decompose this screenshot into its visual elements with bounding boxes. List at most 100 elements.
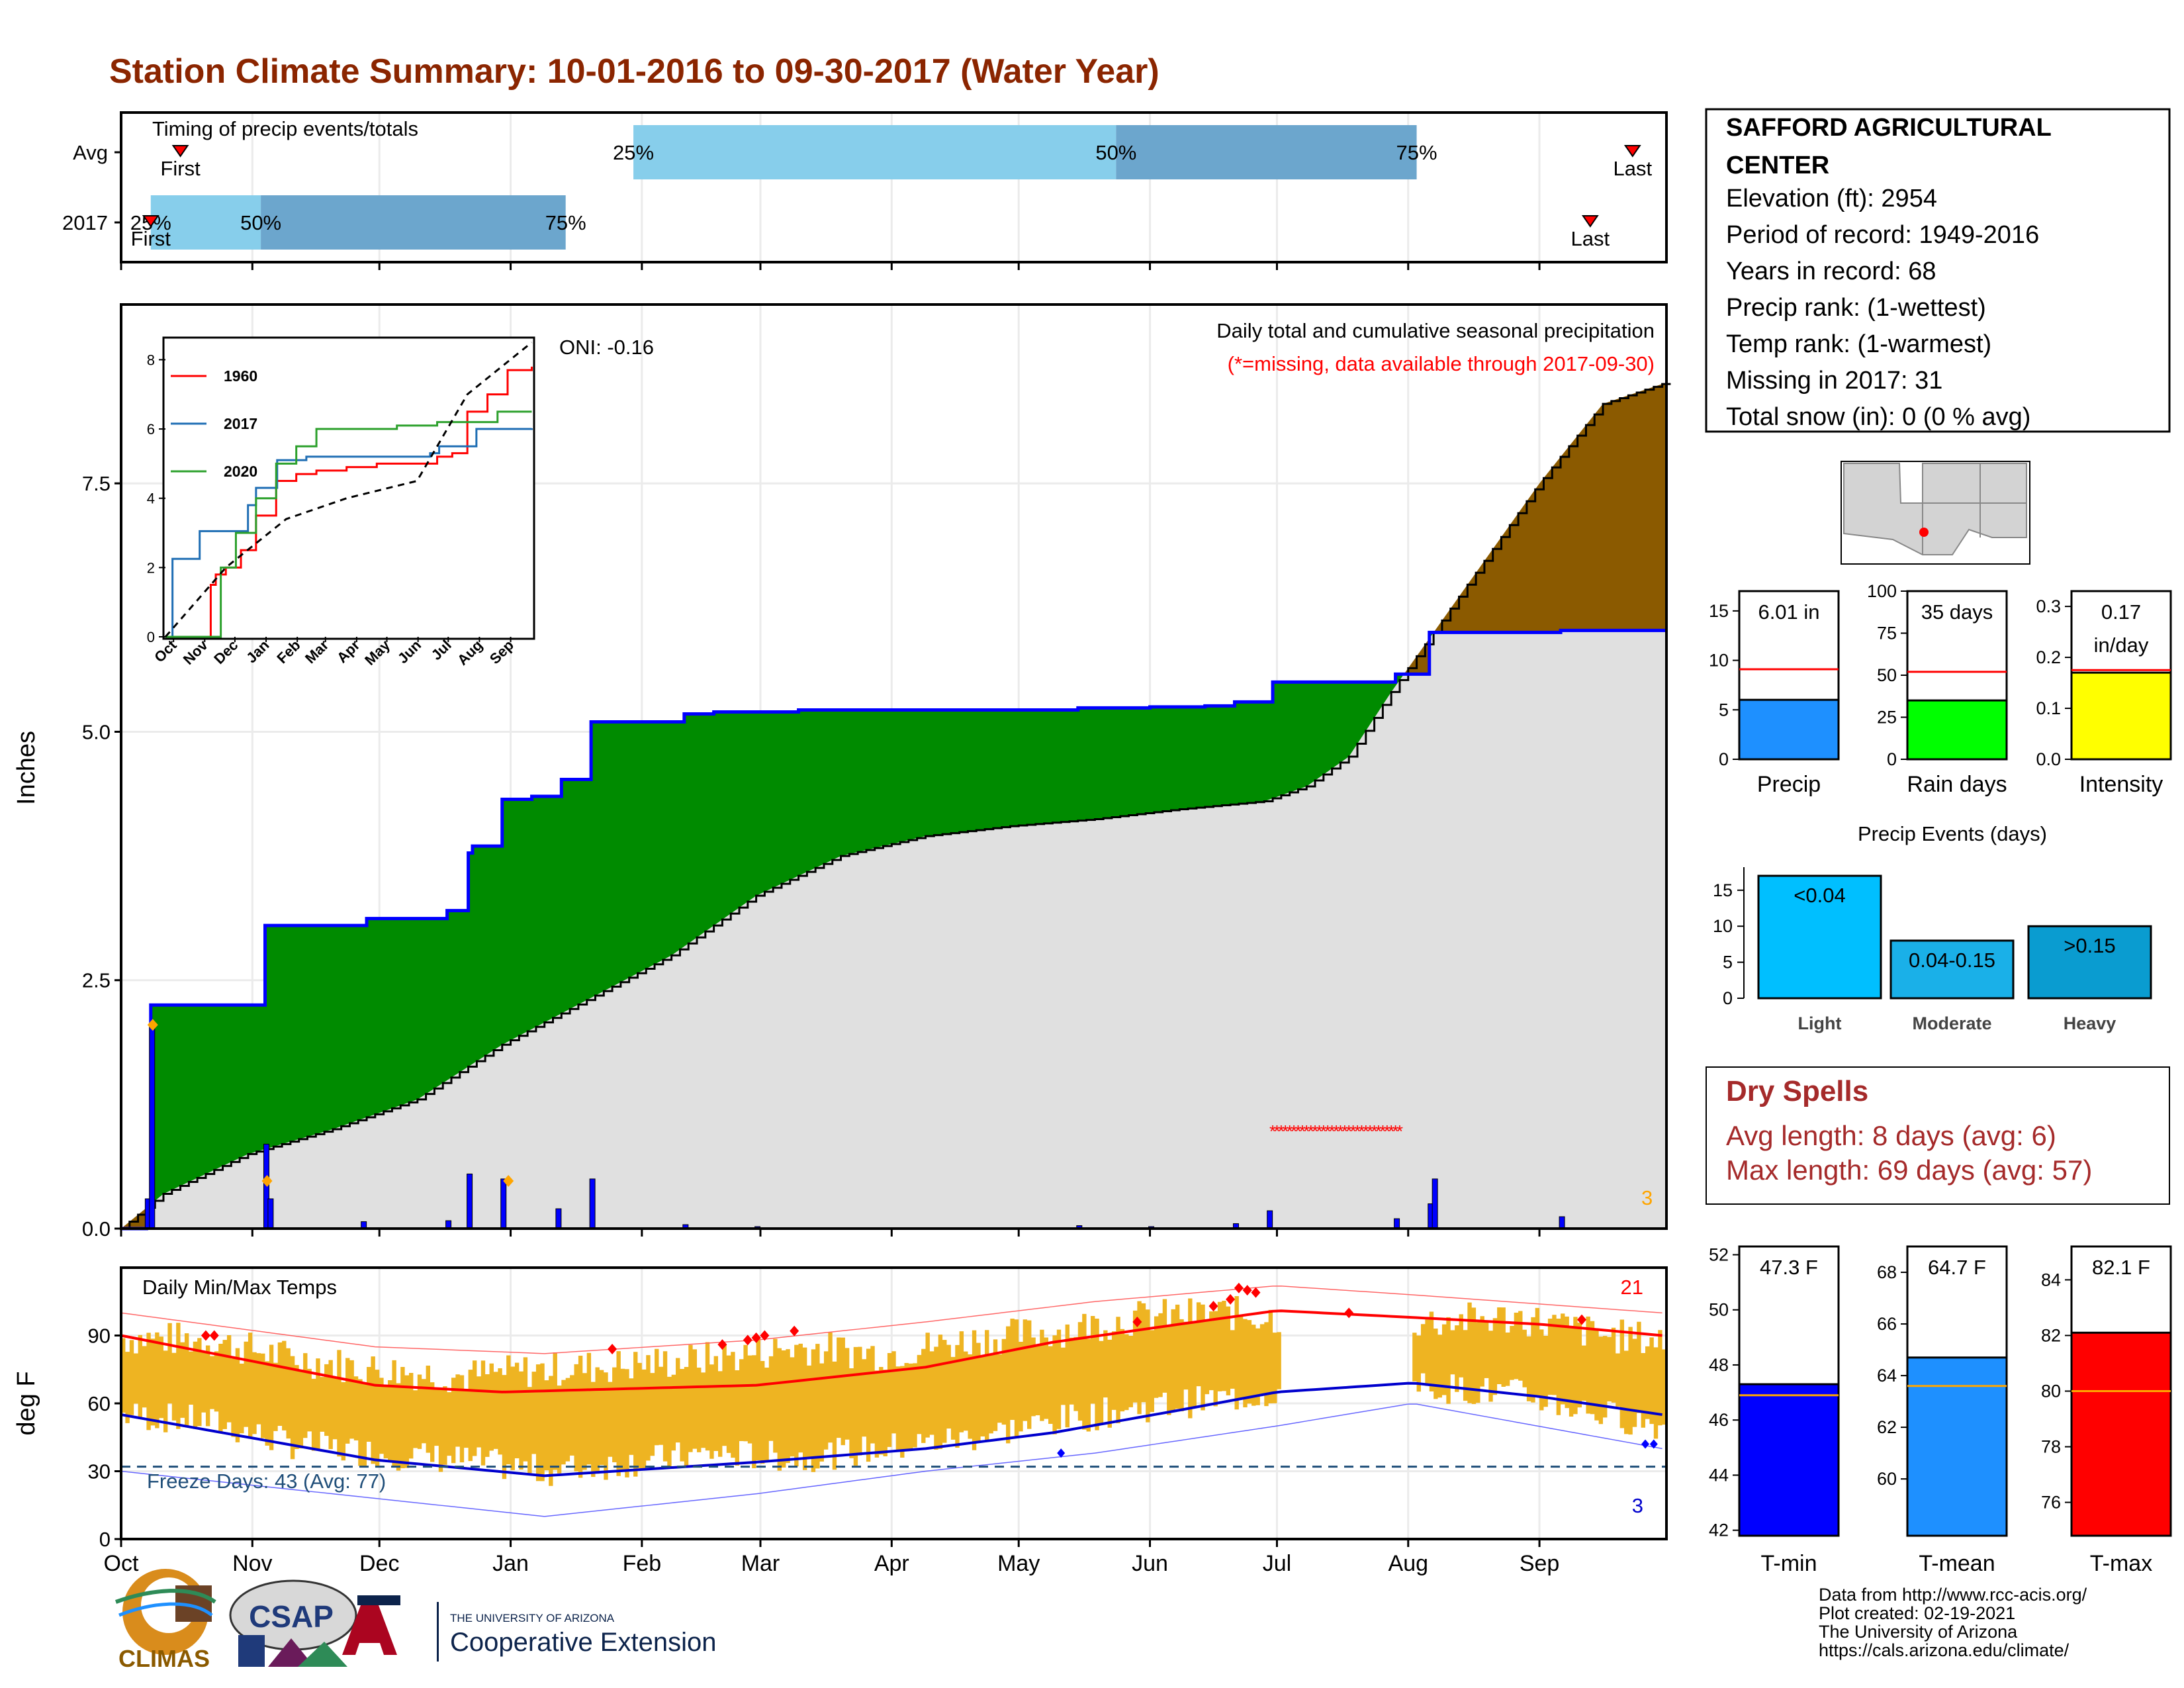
record-high-marker <box>1226 1293 1236 1305</box>
missing-data-marker: * <box>1329 1121 1336 1141</box>
month-axis-label: Nov <box>232 1551 272 1576</box>
temp-box-ytick: 60 <box>1877 1469 1897 1489</box>
summary-box-ytick: 25 <box>1877 708 1897 727</box>
temp-box-label: T-max <box>2090 1551 2152 1576</box>
missing-data-marker: * <box>1299 1121 1306 1141</box>
normal-tmin-line <box>120 1382 1662 1477</box>
inset-ytick-label: 4 <box>147 491 155 507</box>
timing-bar-q25-q50 <box>150 195 261 250</box>
missing-data-marker: * <box>1287 1121 1293 1141</box>
timing-row-label: 2017 <box>62 211 108 234</box>
oni-label: ONI: -0.16 <box>559 336 654 359</box>
missing-data-marker: * <box>1316 1121 1322 1141</box>
precip-ytick-label: 2.5 <box>82 969 111 992</box>
footer-line: https://cals.arizona.edu/climate/ <box>1819 1640 2070 1660</box>
summary-box-ytick: 0 <box>1719 749 1729 769</box>
summary-box-value-label: in/day <box>2094 633 2149 657</box>
precip-missing-note: (*=missing, data available through 2017-… <box>1228 352 1655 375</box>
precip-ytick-label: 0.0 <box>82 1217 111 1241</box>
precip-subtitle: Daily total and cumulative seasonal prec… <box>1216 319 1655 342</box>
csap-logo: CSAP <box>229 1579 357 1667</box>
temp-box-value-label: 82.1 F <box>2092 1256 2150 1279</box>
climas-logo-text: CLIMAS <box>118 1645 210 1672</box>
first-event-marker <box>142 215 159 228</box>
record-tmin-line <box>120 1403 1662 1517</box>
event-bar <box>1889 939 2015 1000</box>
summary-box-label: Precip <box>1757 772 1821 797</box>
missing-data-marker: * <box>1342 1121 1348 1141</box>
missing-data-marker: * <box>1312 1121 1318 1141</box>
footer-line: Data from http://www.rcc-acis.org/ <box>1819 1585 2087 1605</box>
above-normal-area <box>150 632 1434 1205</box>
missing-data-marker: * <box>1320 1121 1327 1141</box>
station-info-line: Missing in 2017: 31 <box>1726 367 1942 395</box>
record-high-marker <box>717 1339 727 1350</box>
missing-data-marker: * <box>1273 1121 1280 1141</box>
missing-data-marker: * <box>1324 1121 1331 1141</box>
missing-data-marker: * <box>1367 1121 1373 1141</box>
inset-average-line <box>164 342 533 637</box>
temp-box-ytick: 84 <box>2041 1270 2061 1289</box>
missing-data-marker: * <box>1396 1121 1403 1141</box>
record-high-marker <box>1208 1301 1218 1312</box>
temp-box-ytick: 62 <box>1877 1417 1897 1437</box>
normal-cumulative-area <box>121 384 1666 1229</box>
ua-small-text: THE UNIVERSITY OF ARIZONA <box>450 1612 615 1624</box>
footer-credits: Data from http://www.rcc-acis.org/Plot c… <box>1819 1585 2087 1660</box>
temp-box-ytick: 68 <box>1877 1262 1897 1282</box>
record-precip-marker <box>261 1174 273 1187</box>
temp-box-ytick: 82 <box>2041 1325 2061 1345</box>
inset-ytick-label: 6 <box>147 421 155 438</box>
inset-ytick-label: 8 <box>147 352 155 368</box>
summary-box-ytick: 0 <box>1887 749 1897 769</box>
dry-spells-title: Dry Spells <box>1726 1075 1868 1107</box>
missing-data-marker: * <box>1371 1121 1378 1141</box>
inset-series-line <box>165 410 532 638</box>
missing-data-marker: * <box>1354 1121 1361 1141</box>
summary-box-value-bar <box>1738 698 1840 761</box>
summary-box-value-bar <box>2070 671 2172 761</box>
event-ytick-label: 15 <box>1713 880 1733 900</box>
events-title: Precip Events (days) <box>1858 822 2047 845</box>
record-high-marker <box>1234 1282 1244 1293</box>
precip-ytick-label: 7.5 <box>82 472 111 495</box>
event-ytick-label: 5 <box>1723 953 1733 972</box>
temp-ylabel: deg F <box>13 1371 40 1435</box>
record-high-marker <box>1344 1307 1354 1319</box>
event-ytick-label: 0 <box>1723 988 1733 1008</box>
inset-legend-label: 1960 <box>224 367 257 385</box>
event-bar-label: >0.15 <box>2064 934 2115 957</box>
record-low-marker <box>1649 1439 1658 1449</box>
timing-panel: Timing of precip events/totals Avg 25% 50%… <box>62 111 1668 270</box>
month-axis-label: Mar <box>741 1551 780 1576</box>
daily-precip-bar <box>467 1173 473 1229</box>
month-axis-label: Apr <box>874 1551 909 1576</box>
freeze-days-label: Freeze Days: 43 (Avg: 77) <box>147 1470 386 1493</box>
daily-precip-bar <box>589 1178 596 1229</box>
station-location-dot <box>1919 528 1929 537</box>
summary-box-ytick: 50 <box>1877 665 1897 685</box>
timing-bar-q50-q75 <box>261 195 566 250</box>
temp-box-ytick: 46 <box>1709 1410 1729 1430</box>
precip-ylabel: Inches <box>13 731 40 805</box>
temp-box-ytick: 44 <box>1709 1465 1729 1485</box>
hot-days-count: 21 <box>1621 1276 1643 1299</box>
missing-data-marker: * <box>1278 1121 1285 1141</box>
missing-data-marker: * <box>1333 1121 1340 1141</box>
last-event-marker <box>1623 145 1641 158</box>
precip-panel: ******************************* 0.02.55.… <box>13 303 1671 1241</box>
temp-boxes: 42 44 46 48 50 52 47.3 F T-min 60 62 64 66 68 64.7 F T… <box>1709 1244 2172 1576</box>
missing-data-marker: * <box>1303 1121 1310 1141</box>
temp-box-ytick: 50 <box>1709 1300 1729 1320</box>
record-high-marker <box>743 1335 752 1346</box>
station-info-line: Period of record: 1949-2016 <box>1726 221 2039 249</box>
summary-box-ytick: 0.0 <box>2036 749 2061 769</box>
record-low-marker <box>1057 1448 1066 1458</box>
temp-ytick-label: 60 <box>88 1392 111 1415</box>
summary-box-ytick: 100 <box>1867 581 1897 601</box>
summary-box-label: Rain days <box>1907 772 2007 797</box>
event-bar-label: 0.04-0.15 <box>1909 949 1995 972</box>
station-info-line: Years in record: 68 <box>1726 258 1936 285</box>
first-event-marker <box>171 145 189 158</box>
